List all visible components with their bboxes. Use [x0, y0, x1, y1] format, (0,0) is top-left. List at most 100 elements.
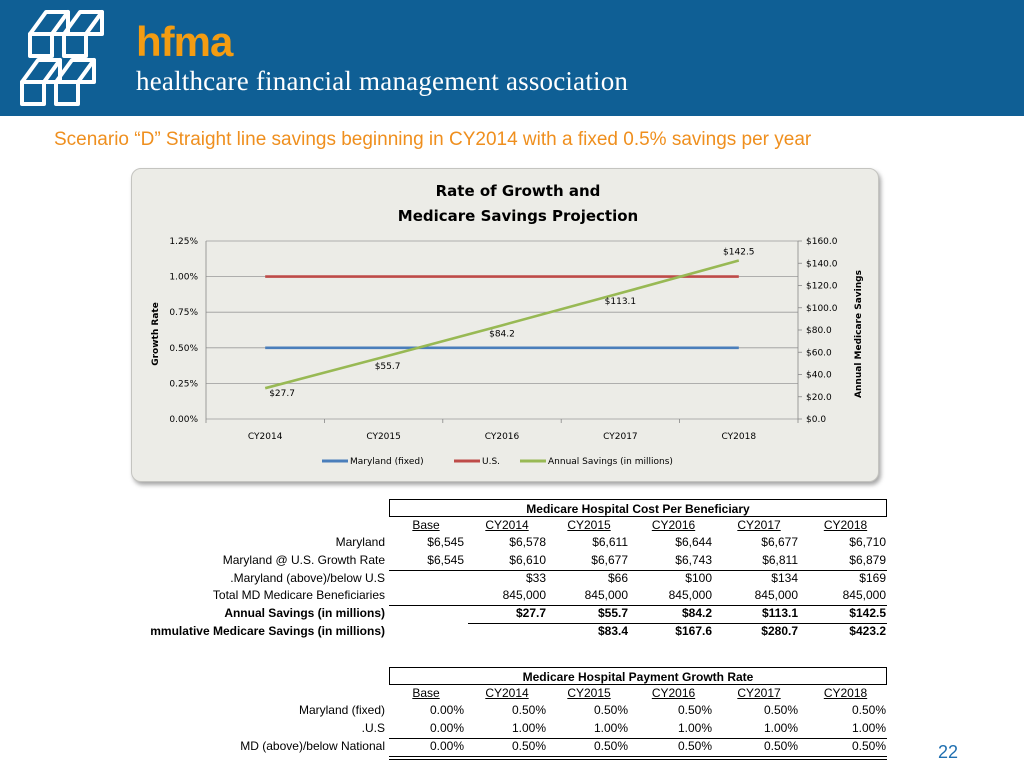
table-cell: $113.1 — [761, 606, 798, 621]
row-label: mmulative Medicare Savings (in millions) — [150, 624, 385, 638]
brand-full-name: healthcare financial management associat… — [136, 66, 629, 96]
table-cell: $167.6 — [675, 624, 712, 638]
table-cell: 0.50% — [851, 703, 886, 717]
table-cell: 0.50% — [593, 703, 628, 717]
table-cell: $6,545 — [427, 552, 464, 567]
y-right-tick-label: $80.0 — [806, 326, 832, 336]
table-title: Medicare Hospital Cost Per Beneficiary — [389, 499, 887, 517]
column-header: CY2017 — [737, 518, 781, 532]
table-cell — [388, 570, 464, 587]
table-cell: 0.50% — [677, 738, 712, 753]
table-cell — [388, 605, 464, 622]
table-cell: 1.00% — [511, 720, 546, 735]
table-cell: 1.00% — [763, 720, 798, 735]
slide-title: Scenario “D” Straight line savings begin… — [54, 129, 812, 150]
table-cell: $83.4 — [597, 624, 628, 638]
table-cell: $6,578 — [509, 535, 546, 549]
column-header: CY2018 — [823, 686, 868, 700]
table-cell: $6,611 — [592, 535, 628, 549]
column-header: CY2015 — [567, 518, 611, 532]
row-label: Maryland @ U.S. Growth Rate — [222, 552, 385, 567]
table-rule — [468, 623, 887, 624]
table-cell: 0.50% — [593, 738, 628, 753]
growth-savings-chart: Rate of Growth and Medicare Savings Proj… — [151, 182, 864, 467]
table-cell: 0.50% — [511, 738, 546, 753]
table-cell: $33 — [525, 570, 546, 585]
table-cell: $6,879 — [849, 552, 886, 567]
legend-label: Maryland (fixed) — [350, 457, 424, 467]
y-axis-right-label: Annual Medicare Savings — [854, 270, 864, 398]
y-right-tick-label: $40.0 — [806, 371, 832, 381]
y-left-tick-label: 1.25% — [169, 237, 198, 247]
table-cell: $142.5 — [849, 606, 886, 621]
table-cell: $6,644 — [675, 535, 712, 549]
page-number: 22 — [938, 742, 959, 762]
table-cell: 0.00% — [429, 703, 464, 717]
y-left-tick-label: 0.25% — [169, 379, 198, 389]
table-cell: 845,000 — [754, 588, 798, 603]
data-label: $27.7 — [269, 389, 295, 399]
y-left-tick-label: 0.50% — [169, 344, 198, 354]
table-cell — [388, 587, 464, 604]
x-tick-label: CY2017 — [603, 432, 638, 442]
table-cell: $6,710 — [849, 535, 886, 549]
x-tick-label: CY2014 — [248, 432, 283, 442]
column-header: CY2016 — [651, 686, 696, 700]
column-header: CY2014 — [485, 518, 529, 532]
table-cell: 1.00% — [593, 720, 628, 735]
hfma-logo-icon — [20, 10, 104, 106]
column-header: CY2018 — [823, 518, 868, 532]
table-title: Medicare Hospital Payment Growth Rate — [389, 667, 887, 685]
y-left-tick-label: 1.00% — [169, 273, 198, 283]
table-cell: $280.7 — [761, 624, 798, 638]
row-label: Annual Savings (in millions) — [224, 606, 385, 621]
table-cell — [388, 623, 464, 640]
table-cell: 0.00% — [429, 738, 464, 753]
table-cell: $100 — [685, 570, 712, 585]
table-cell: $169 — [859, 570, 886, 585]
column-header: Base — [412, 686, 440, 700]
column-header: CY2015 — [567, 686, 611, 700]
table-cell: $134 — [771, 570, 798, 585]
table-cell: 0.00% — [429, 720, 464, 735]
legend-label: U.S. — [482, 457, 500, 467]
table-rule — [389, 605, 887, 606]
chart-title-line2: Medicare Savings Projection — [398, 207, 638, 225]
row-label: U.S. — [361, 720, 385, 735]
row-label: Maryland — [335, 535, 385, 549]
table-cell: $27.7 — [515, 606, 546, 621]
column-header: CY2016 — [651, 518, 696, 532]
table-rule — [389, 570, 887, 571]
table-cell: $6,545 — [427, 535, 464, 549]
table-cell: $6,811 — [762, 552, 798, 567]
y-left-tick-label: 0.75% — [169, 308, 198, 318]
y-right-tick-label: $0.0 — [806, 415, 826, 425]
data-label: $84.2 — [489, 329, 515, 339]
column-header: CY2014 — [485, 686, 529, 700]
table-cell: 845,000 — [842, 588, 886, 603]
y-right-tick-label: $140.0 — [806, 259, 838, 269]
table-cell: $55.7 — [597, 606, 628, 621]
table-cell — [468, 623, 546, 640]
row-label: MD (above)/below National — [240, 738, 385, 753]
table-cell: 0.50% — [677, 703, 712, 717]
table-cell: 845,000 — [584, 588, 628, 603]
table-cell: 1.00% — [851, 720, 886, 735]
table-cell: 0.50% — [763, 703, 798, 717]
table-cell: $6,677 — [591, 552, 628, 567]
y-right-tick-label: $100.0 — [806, 304, 838, 314]
table-cell: $6,743 — [675, 552, 712, 567]
table-cell: $423.2 — [849, 624, 886, 638]
data-label: $142.5 — [723, 247, 755, 257]
table-cell: $6,610 — [509, 552, 546, 567]
chart-panel: Rate of Growth and Medicare Savings Proj… — [131, 168, 879, 482]
brand-short-name: hfma — [136, 18, 233, 65]
x-tick-label: CY2018 — [722, 432, 757, 442]
row-label: Maryland (fixed) — [298, 703, 385, 717]
header-banner: hfma healthcare financial management ass… — [0, 0, 1024, 116]
chart-title-line1: Rate of Growth and — [436, 182, 601, 200]
x-tick-label: CY2016 — [485, 432, 520, 442]
table-cell: 0.50% — [851, 738, 886, 753]
table-cell: 0.50% — [511, 703, 546, 717]
y-right-tick-label: $120.0 — [806, 282, 838, 292]
